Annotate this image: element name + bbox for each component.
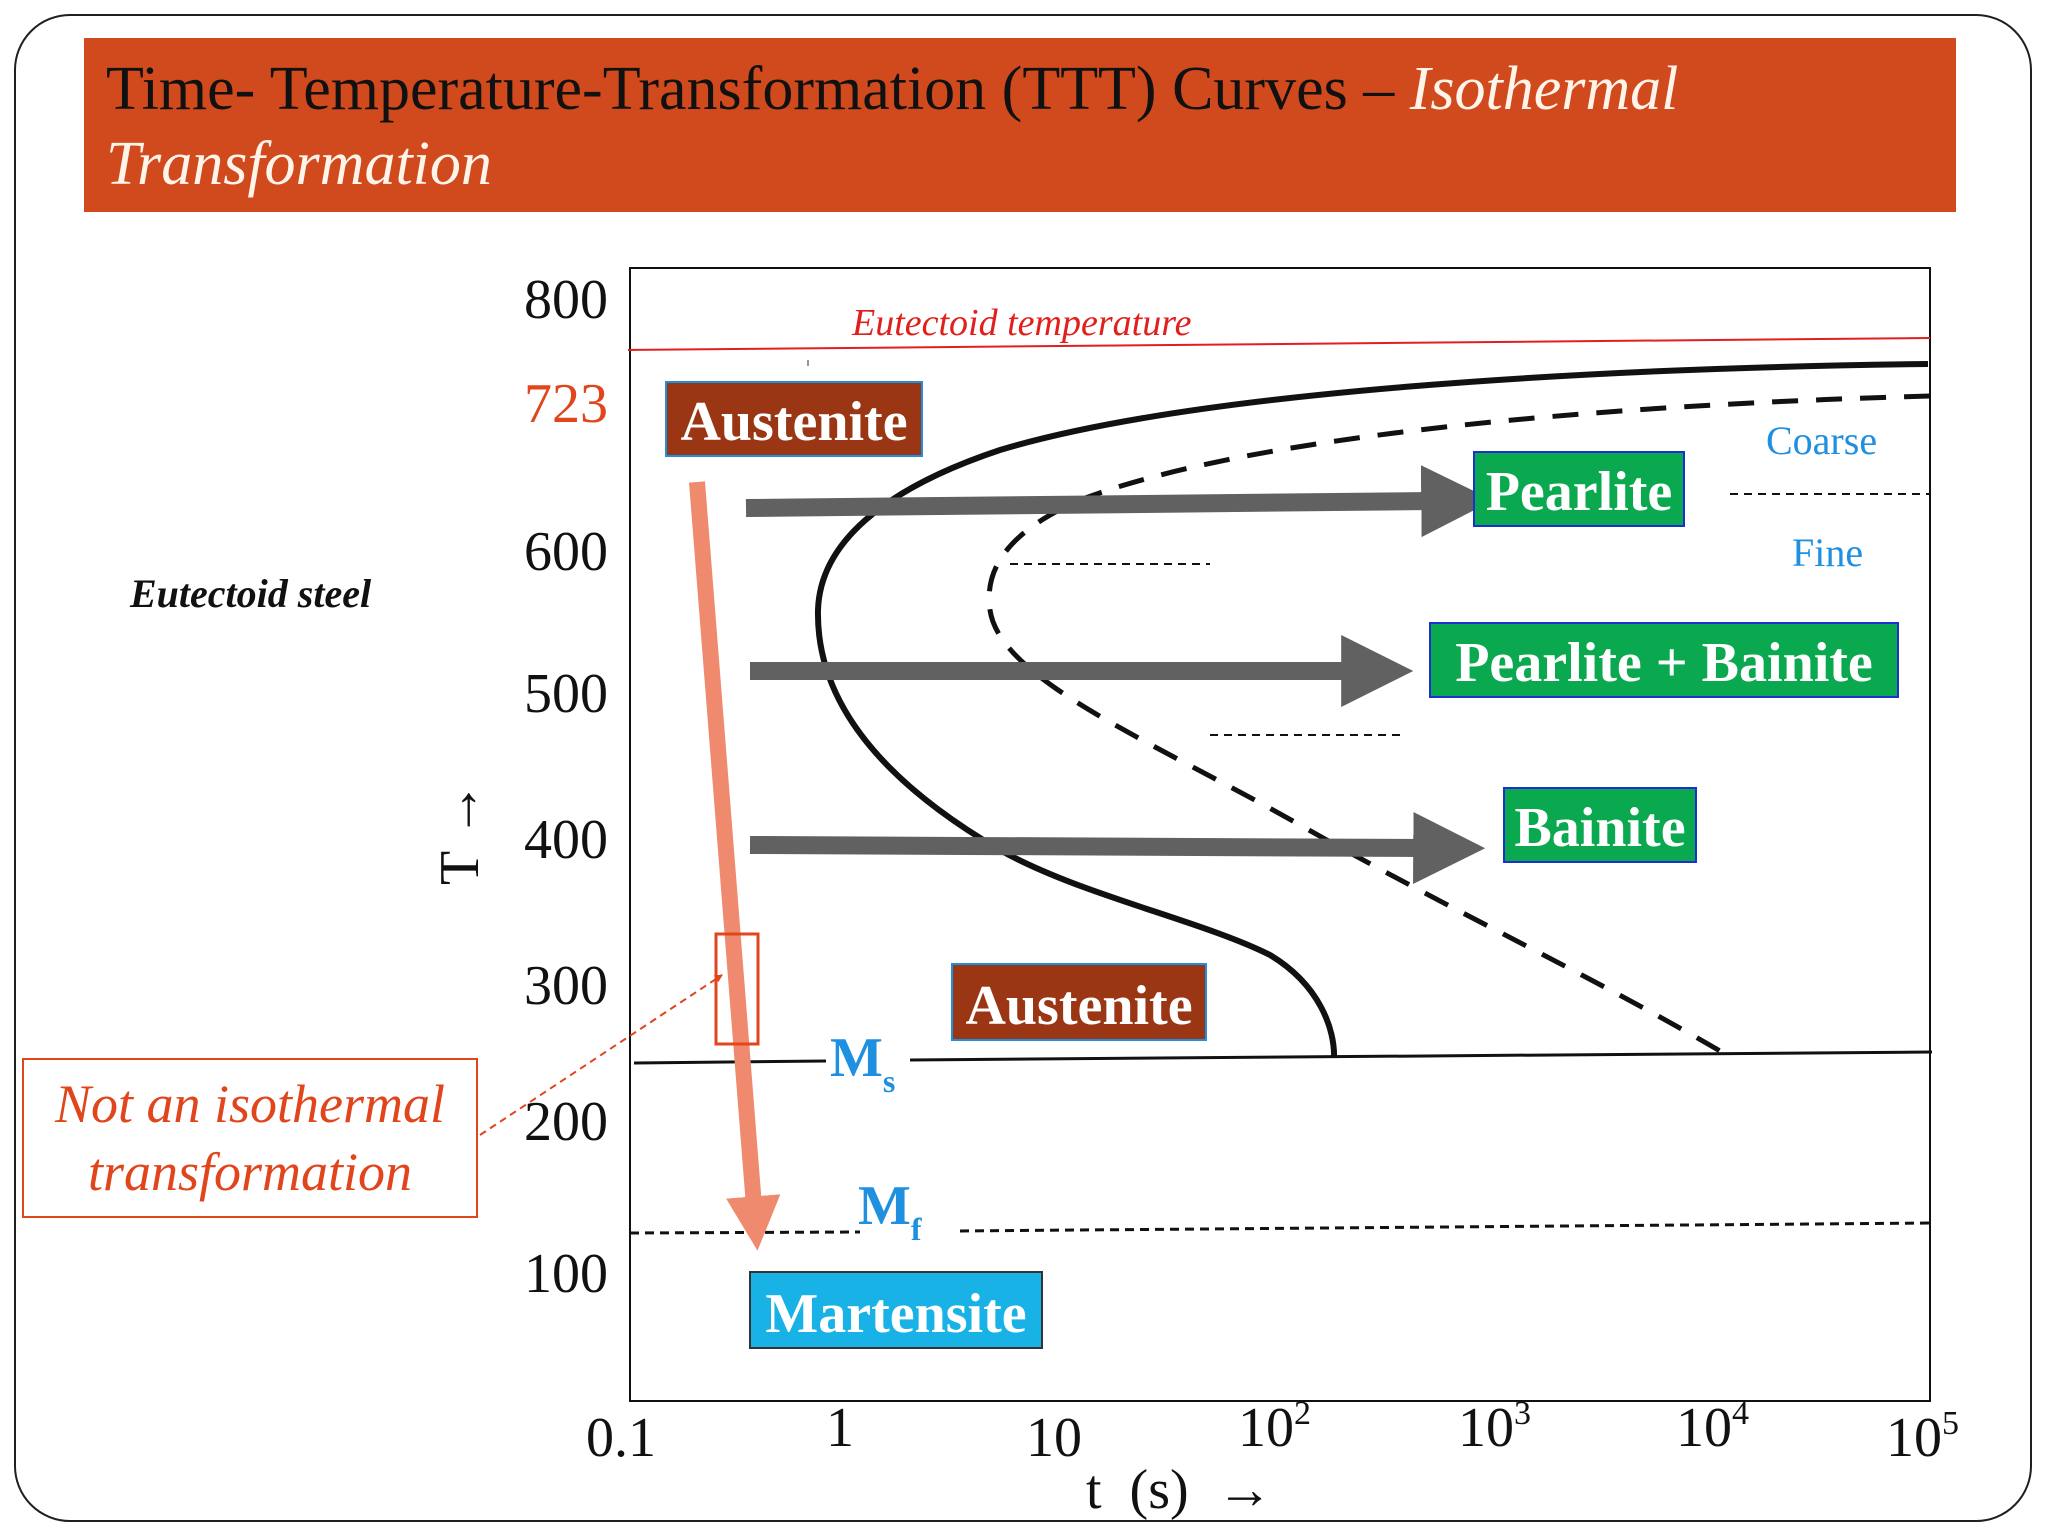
title-line-1: Time- Temperature-Transformation (TTT) C… — [106, 52, 1934, 127]
highlight-rectangle — [714, 932, 760, 1046]
mf-line-left — [629, 1230, 861, 1235]
not-isothermal-note: Not an isothermal transformation — [22, 1058, 478, 1218]
x-tick-1: 1 — [826, 1397, 854, 1459]
pearlite-box — [1473, 451, 1685, 527]
x-tick-0.1: 0.1 — [586, 1407, 656, 1469]
transformation-start-curve — [814, 361, 1929, 1059]
bainite-label: Bainite — [1514, 797, 1685, 859]
fine-label: Fine — [1792, 530, 1863, 575]
austenite-top-label: Austenite — [680, 391, 907, 453]
austenite-bottom-label: Austenite — [965, 975, 1192, 1037]
y-tick-600: 600 — [524, 521, 608, 583]
eutectoid-temperature-line — [627, 337, 1931, 351]
x-tick-1000: 103 — [1458, 1395, 1531, 1459]
pearlite-bainite-box — [1429, 622, 1899, 698]
isothermal-arrow-bainite — [749, 811, 1486, 884]
plot-frame — [629, 267, 1931, 1402]
martensite-label: Martensite — [765, 1283, 1026, 1345]
pearlite-bainite-label: Pearlite + Bainite — [1455, 632, 1873, 694]
x-tick-10: 10 — [1026, 1407, 1082, 1469]
ms-line-left — [633, 1059, 827, 1065]
x-tick-10000: 104 — [1676, 1395, 1749, 1459]
title-bar: Time- Temperature-Transformation (TTT) C… — [84, 38, 1956, 212]
y-tick-200: 200 — [524, 1091, 608, 1153]
mf-label: Mf — [858, 1175, 922, 1247]
note-line-1: Not an isothermal — [54, 1074, 446, 1134]
title-main: Time- Temperature-Transformation (TTT) C… — [106, 55, 1410, 123]
note-connector — [479, 974, 723, 1136]
mf-line-right — [959, 1221, 1931, 1233]
y-axis-label: T → — [429, 782, 491, 885]
continuous-cooling-arrow — [689, 481, 781, 1251]
ms-label: Ms — [830, 1027, 895, 1099]
x-tick-100: 102 — [1238, 1395, 1311, 1459]
y-axis: 800 723 600 500 400 300 200 100 — [524, 269, 608, 1305]
y-tick-723: 723 — [524, 373, 608, 435]
martensite-box — [749, 1271, 1043, 1349]
x-axis-label: t (s) → — [1086, 1459, 1273, 1521]
title-italic-1: Isothermal — [1409, 55, 1679, 123]
y-tick-400: 400 — [524, 809, 608, 871]
eutectoid-temperature-label: Eutectoid temperature — [851, 302, 1192, 344]
y-tick-500: 500 — [524, 663, 608, 725]
y-tick-300: 300 — [524, 955, 608, 1017]
slide-frame — [14, 14, 2032, 1522]
austenite-bottom-box — [951, 963, 1207, 1041]
coarse-label: Coarse — [1766, 418, 1877, 463]
austenite-top-box — [665, 381, 923, 457]
note-line-2: transformation — [87, 1142, 413, 1202]
title-italic-2: Transformation — [106, 130, 492, 198]
y-tick-100: 100 — [524, 1243, 608, 1305]
pearlite-label: Pearlite — [1486, 461, 1673, 523]
isothermal-arrow-pearlite — [745, 465, 1494, 538]
y-tick-800: 800 — [524, 269, 608, 331]
ms-line-right — [909, 1050, 1933, 1062]
transformation-finish-curve — [986, 393, 1931, 1061]
eutectoid-steel-label: Eutectoid steel — [130, 571, 372, 616]
bainite-box — [1503, 787, 1697, 863]
x-axis: 0.1 1 10 102 103 104 105 — [586, 1395, 1959, 1469]
x-tick-100000: 105 — [1886, 1405, 1959, 1469]
